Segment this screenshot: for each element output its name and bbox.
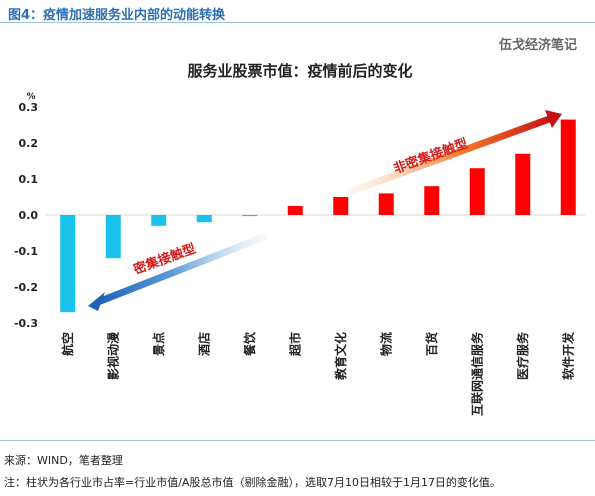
y-tick-label: 0.1 (19, 173, 39, 186)
y-tick-label: 0.3 (19, 101, 39, 114)
y-axis-unit: % (26, 92, 35, 102)
y-tick-label: -0.3 (14, 317, 38, 330)
x-tick-label: 教育文化 (333, 332, 348, 381)
bar (515, 153, 531, 215)
bar (424, 186, 440, 215)
bar (151, 215, 167, 226)
bar (60, 215, 76, 313)
x-tick-label: 百货 (424, 332, 439, 356)
x-tick-label: 影视动漫 (105, 331, 120, 380)
bar (378, 193, 394, 215)
y-tick-label: 0.2 (19, 137, 39, 150)
x-tick-label: 互联网通信服务 (469, 331, 484, 416)
annotation-non-contact: 非密集接触型 (391, 135, 470, 177)
bar (333, 197, 349, 215)
title-divider (0, 22, 595, 23)
down-arrow (88, 233, 268, 311)
bar (196, 215, 212, 223)
y-tick-label: -0.2 (14, 281, 38, 294)
bar (469, 168, 485, 215)
watermark: 伍戈经济笔记 (498, 38, 577, 53)
x-tick-label: 景点 (151, 332, 166, 356)
source-note: 来源：WIND，笔者整理 (4, 454, 123, 467)
x-tick-label: 软件开发 (560, 331, 575, 380)
chart-title: 服务业股票市值：疫情前后的变化 (187, 62, 412, 80)
y-tick-label: 0.0 (19, 209, 39, 222)
bar (287, 206, 303, 215)
x-tick-label: 酒店 (196, 332, 211, 356)
x-tick-label: 医疗服务 (515, 331, 530, 380)
bar-chart: 服务业股票市值：疫情前后的变化 % -0.3 -0.2 -0.1 0.0 0.1 0.2 0… (14, 62, 585, 416)
x-tick-label: 物流 (378, 332, 393, 356)
y-tick-label: -0.1 (14, 245, 38, 258)
bar (242, 215, 258, 217)
figure-title: 图4：疫情加速服务业内部的动能转换 (8, 8, 226, 23)
up-arrow (348, 110, 562, 195)
footnote: 注：柱状为各行业市占率=行业市值/A股总市值（剔除金融），选取7月10日相较于1… (4, 476, 501, 489)
x-tick-label: 航空 (60, 332, 75, 356)
x-tick-label: 超市 (287, 332, 302, 357)
footer-divider (0, 440, 595, 441)
x-tick-label: 餐饮 (242, 331, 257, 356)
bar (560, 119, 576, 215)
bar (105, 215, 121, 259)
